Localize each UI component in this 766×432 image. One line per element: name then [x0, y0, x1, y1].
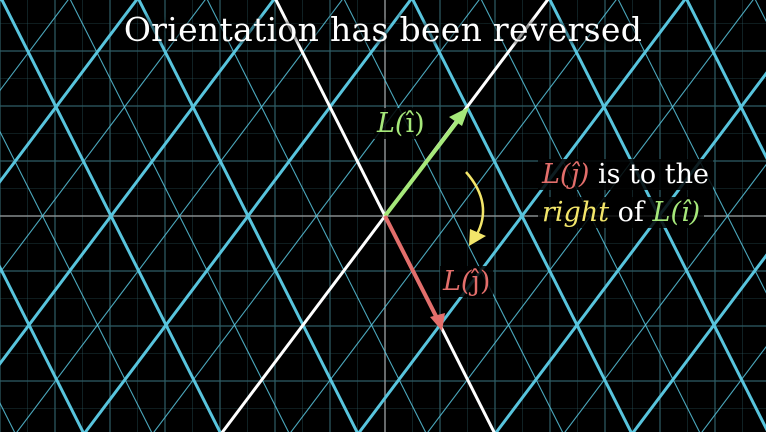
- title: Orientation has been reversed: [123, 10, 643, 49]
- i-hat-arrow-head: [449, 107, 469, 126]
- statement-of: of: [617, 197, 644, 228]
- i-hat-vector: [383, 116, 462, 218]
- i-hat-label: L(î): [374, 108, 428, 139]
- i-hat-label-prefix: L(: [377, 108, 406, 139]
- statement-text: is to the: [597, 159, 709, 190]
- orientation-statement: L(ĵ) is to the right of L(î): [538, 156, 713, 232]
- statement-right-word: right: [542, 197, 610, 228]
- i-hat-label-symbol: î: [405, 108, 415, 139]
- rotation-arrow: [465, 171, 485, 237]
- j-hat-label-suffix: ): [479, 266, 491, 297]
- statement-i-hat: L(î): [652, 197, 701, 228]
- j-hat-label-symbol: ĵ: [471, 266, 480, 297]
- i-hat-label-suffix: ): [414, 108, 425, 139]
- j-hat-label: L(ĵ): [440, 266, 494, 297]
- rotation-arrow-head: [469, 229, 486, 246]
- statement-j-hat: L(ĵ): [542, 159, 590, 190]
- j-hat-label-prefix: L(: [443, 266, 472, 297]
- j-hat-arrow-head: [430, 313, 445, 331]
- j-hat-vector: [383, 215, 439, 319]
